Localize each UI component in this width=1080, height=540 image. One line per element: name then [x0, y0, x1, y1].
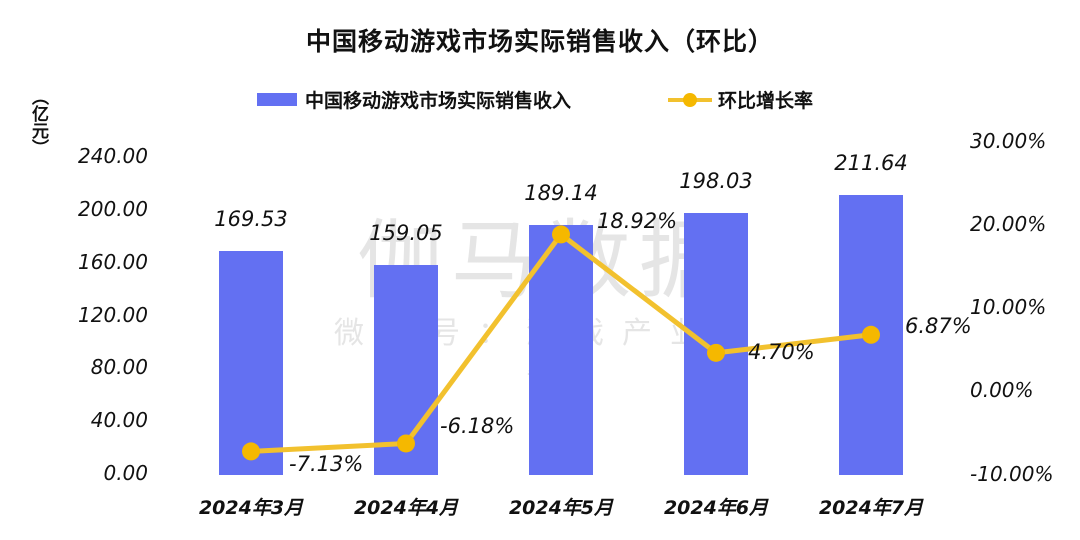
growth-value-label: -7.13% — [289, 452, 364, 477]
growth-point — [552, 225, 570, 244]
bar-value-label: 211.64 — [834, 151, 908, 176]
growth-value-label: -6.18% — [440, 414, 515, 439]
growth-point — [862, 325, 880, 344]
bar-swatch-icon — [257, 93, 297, 106]
bar-value-label: 198.03 — [679, 169, 753, 194]
chart-title: 中国移动游戏市场实际销售收入（环比） — [305, 27, 774, 56]
growth-value-label: 4.70% — [748, 339, 815, 364]
legend-item-growth: 环比增长率 — [668, 86, 813, 113]
x-tick: 2024年6月 — [663, 497, 769, 519]
right-tick: -10.00% — [970, 462, 1054, 486]
bar-value-label: 159.05 — [369, 220, 443, 245]
left-tick: 160.00 — [78, 250, 148, 274]
x-tick: 2024年4月 — [353, 497, 459, 519]
left-tick: 120.00 — [78, 303, 148, 327]
bar — [219, 251, 283, 475]
left-tick: 200.00 — [78, 197, 148, 221]
x-tick: 2024年5月 — [508, 497, 614, 519]
bar-value-label: 189.14 — [524, 181, 598, 206]
legend-label-growth: 环比增长率 — [718, 90, 814, 112]
right-tick: 30.00% — [970, 129, 1047, 153]
x-tick: 2024年7月 — [818, 497, 924, 519]
left-tick: 240.00 — [78, 144, 148, 168]
legend-label-revenue: 中国移动游戏市场实际销售收入 — [305, 90, 572, 112]
left-tick: 0.00 — [103, 461, 148, 485]
y-axis-unit: （亿元） — [28, 88, 48, 156]
growth-value-label: 6.87% — [905, 313, 972, 338]
growth-point — [707, 343, 725, 362]
growth-value-label: 18.92% — [597, 209, 678, 234]
left-tick: 40.00 — [90, 408, 148, 432]
right-tick: 10.00% — [970, 295, 1047, 319]
x-tick: 2024年3月 — [198, 497, 304, 519]
left-tick: 80.00 — [90, 355, 148, 379]
legend-item-revenue: 中国移动游戏市场实际销售收入 — [257, 86, 571, 113]
right-tick: 20.00% — [970, 212, 1047, 236]
line-swatch-icon — [668, 92, 712, 107]
growth-point — [242, 442, 260, 461]
right-tick: 0.00% — [970, 378, 1034, 402]
bar-value-label: 169.53 — [214, 207, 288, 232]
legend: 中国移动游戏市场实际销售收入 环比增长率 — [0, 84, 1080, 114]
growth-point — [397, 434, 415, 453]
